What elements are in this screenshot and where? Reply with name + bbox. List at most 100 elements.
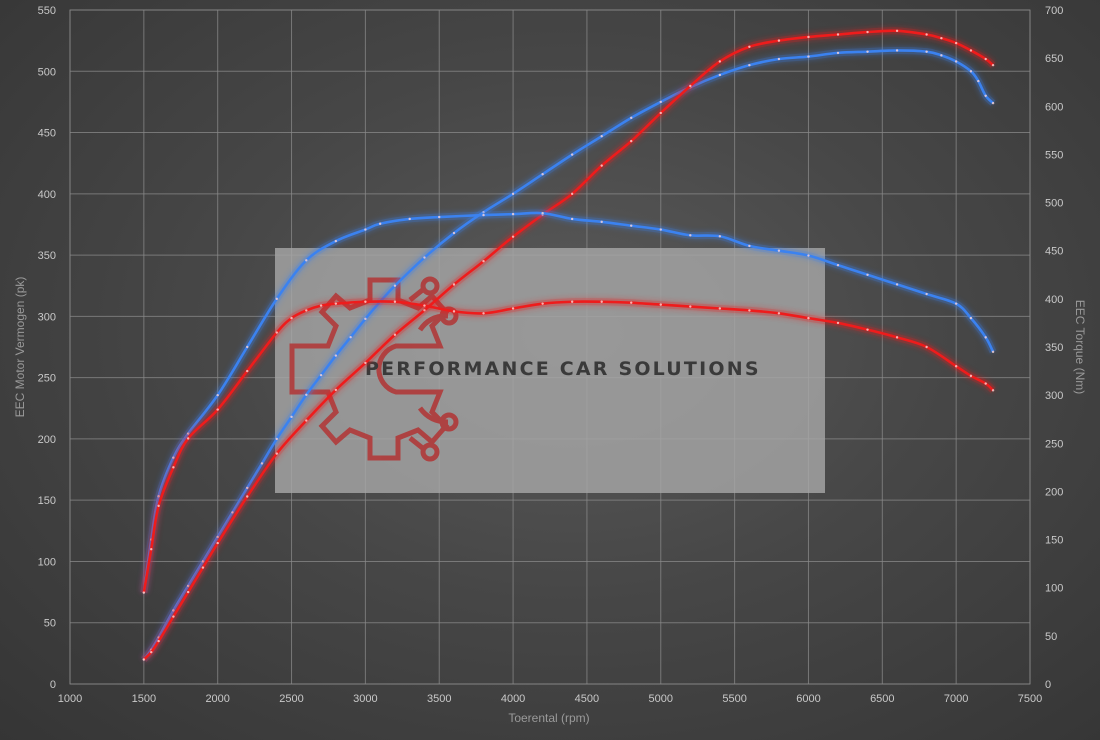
data-point — [600, 300, 603, 303]
data-point — [940, 36, 943, 40]
data-point — [969, 316, 973, 320]
data-point — [991, 63, 995, 67]
series-line — [142, 29, 994, 661]
data-point — [570, 192, 574, 196]
y-right-tick-label: 300 — [1045, 390, 1063, 402]
data-point — [630, 301, 633, 304]
data-point — [630, 224, 633, 227]
data-point — [984, 94, 987, 97]
data-point — [659, 100, 662, 104]
data-point — [393, 300, 397, 303]
y-right-tick-label: 600 — [1045, 101, 1063, 113]
data-point — [925, 33, 928, 36]
y-left-tick-label: 150 — [38, 495, 56, 507]
data-point — [777, 249, 781, 252]
y-left-tick-label: 500 — [38, 66, 56, 78]
data-point — [630, 116, 633, 120]
series-2 — [140, 209, 997, 594]
y-left-tick-label: 550 — [38, 5, 56, 17]
data-point — [378, 222, 382, 225]
y-right-tick-label: 150 — [1045, 535, 1063, 547]
y-axis-left-title: EEC Motor Vermogen (pk) — [13, 277, 27, 418]
data-point — [895, 49, 899, 52]
data-point — [201, 566, 205, 569]
data-point — [984, 382, 987, 385]
data-point — [305, 419, 308, 422]
data-point — [246, 486, 249, 490]
data-point — [836, 51, 840, 55]
y-right-tick-label: 200 — [1045, 486, 1063, 498]
y-right-tick-label: 100 — [1045, 583, 1063, 595]
data-point — [689, 234, 692, 237]
data-point — [748, 244, 751, 248]
x-tick-label: 1500 — [132, 693, 156, 705]
data-point — [305, 259, 308, 262]
data-point — [977, 79, 980, 83]
data-point — [969, 374, 973, 378]
data-point — [807, 254, 810, 257]
y-right-tick-label: 400 — [1045, 294, 1063, 306]
data-point — [969, 49, 973, 52]
y-left-tick-label: 350 — [38, 250, 56, 262]
x-tick-label: 4000 — [501, 693, 525, 705]
data-point — [954, 41, 958, 45]
data-point — [895, 283, 899, 286]
data-point — [866, 30, 869, 34]
data-point — [777, 39, 781, 42]
data-point — [290, 415, 293, 419]
y-right-tick-label: 0 — [1045, 679, 1051, 691]
data-point — [718, 73, 722, 77]
data-point — [452, 231, 456, 235]
y-right-tick-label: 650 — [1045, 53, 1063, 65]
data-point — [511, 235, 515, 238]
data-point — [984, 336, 987, 339]
y-right-tick-label: 500 — [1045, 198, 1063, 210]
data-point — [186, 437, 190, 440]
data-point — [246, 369, 249, 373]
data-point — [334, 354, 338, 357]
data-point — [925, 292, 928, 296]
data-point — [630, 139, 633, 143]
gear-logo-icon — [289, 276, 459, 462]
x-tick-label: 5000 — [649, 693, 673, 705]
data-point — [748, 63, 751, 67]
data-point — [659, 303, 662, 306]
data-point — [319, 373, 323, 377]
y-left-tick-label: 300 — [38, 311, 56, 323]
data-point — [511, 192, 515, 196]
data-point — [718, 307, 722, 310]
data-point — [895, 336, 899, 339]
data-point — [216, 393, 219, 397]
data-point — [836, 321, 840, 325]
data-point — [718, 60, 722, 63]
watermark-brand-text: PERFORMANCE CAR SOLUTIONS — [365, 358, 761, 380]
y-left-tick-label: 400 — [38, 189, 56, 201]
data-point — [600, 220, 603, 224]
data-point — [511, 212, 515, 216]
data-point — [954, 302, 958, 305]
data-point — [482, 260, 485, 263]
series-line — [142, 211, 995, 593]
data-point — [364, 317, 367, 321]
y-right-tick-label: 250 — [1045, 438, 1063, 450]
data-point — [925, 50, 928, 53]
data-point — [659, 111, 662, 115]
x-tick-label: 4500 — [575, 693, 599, 705]
data-point — [748, 309, 751, 312]
x-tick-label: 7500 — [1018, 693, 1042, 705]
data-point — [940, 54, 943, 57]
data-point — [482, 312, 485, 315]
data-point — [393, 284, 397, 287]
x-tick-label: 1000 — [58, 693, 82, 705]
data-point — [954, 60, 958, 63]
series-3 — [140, 297, 996, 594]
data-point — [423, 256, 426, 259]
x-tick-label: 6500 — [870, 693, 894, 705]
data-point — [157, 639, 160, 643]
data-point — [334, 302, 338, 305]
data-point — [275, 437, 278, 441]
data-point — [659, 228, 662, 231]
data-point — [334, 239, 338, 243]
data-point — [423, 309, 426, 312]
